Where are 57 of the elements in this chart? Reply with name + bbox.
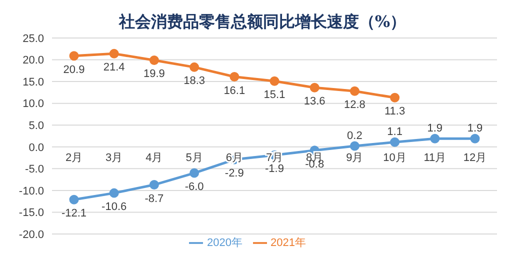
x-tick-label: 12月 <box>463 152 487 164</box>
data-label: -12.1 <box>61 208 87 220</box>
point <box>69 51 79 61</box>
data-label: 0.2 <box>347 130 362 142</box>
point <box>270 76 280 86</box>
point <box>109 188 119 198</box>
data-label: 13.6 <box>304 96 326 108</box>
y-tick-label: 15.0 <box>22 76 44 88</box>
y-tick-label: -10.0 <box>18 185 44 198</box>
point <box>390 137 400 147</box>
y-tick-label: 20.0 <box>22 54 44 67</box>
point <box>350 141 360 151</box>
point <box>69 194 79 204</box>
y-tick-label: -5.0 <box>25 164 44 176</box>
x-tick-label: 3月 <box>106 152 123 164</box>
y-tick-label: 10.0 <box>22 98 44 110</box>
data-label: -6.0 <box>184 181 204 194</box>
data-label: -10.6 <box>102 201 127 214</box>
point <box>149 55 159 65</box>
point <box>149 180 159 190</box>
data-label: 18.3 <box>184 75 206 88</box>
y-tick-label: -15.0 <box>18 207 44 220</box>
x-tick-label: 4月 <box>146 152 163 164</box>
y-tick-label: 5.0 <box>28 120 44 132</box>
x-tick-label: 10月 <box>383 152 406 164</box>
point <box>310 82 320 92</box>
chart-title: 社会消费品零售总额同比增长速度（%） <box>118 12 408 33</box>
legend-label: 2020年 <box>207 237 242 249</box>
data-label: 1.1 <box>387 126 402 138</box>
legend-label: 2021年 <box>270 237 306 249</box>
y-tick-label: 25.0 <box>22 32 44 45</box>
x-tick-label: 2月 <box>65 152 83 164</box>
data-label: 20.9 <box>63 64 85 76</box>
x-tick-label: 11月 <box>424 152 446 164</box>
x-tick-label: 5月 <box>186 152 203 164</box>
data-label: 16.1 <box>224 84 246 97</box>
y-tick-label: 0.0 <box>28 142 44 154</box>
data-label: -8.7 <box>144 192 164 205</box>
point <box>390 92 400 102</box>
point <box>470 134 480 144</box>
data-label: 19.9 <box>143 68 165 80</box>
data-label: 12.8 <box>344 99 366 112</box>
data-label: 11.3 <box>384 106 406 118</box>
data-label: 1.9 <box>427 122 443 135</box>
point <box>190 62 200 72</box>
point <box>109 48 119 58</box>
point <box>430 134 440 144</box>
data-label: 15.1 <box>264 89 286 102</box>
x-tick-label: 9月 <box>346 152 364 164</box>
point <box>230 72 240 82</box>
point <box>190 168 200 178</box>
data-label: -1.9 <box>265 163 284 176</box>
point <box>350 86 360 96</box>
data-label: 21.4 <box>103 62 125 74</box>
y-tick-label: -20.0 <box>18 228 44 241</box>
data-label: -2.9 <box>224 168 244 180</box>
data-label: 1.9 <box>467 122 483 135</box>
